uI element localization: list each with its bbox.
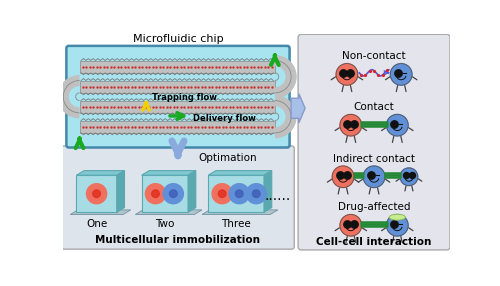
Polygon shape (136, 210, 202, 214)
Circle shape (152, 190, 160, 198)
Text: Contact: Contact (354, 102, 395, 112)
Polygon shape (208, 171, 272, 175)
Circle shape (390, 63, 412, 85)
Circle shape (252, 190, 260, 198)
Text: Multicellular immobilization: Multicellular immobilization (96, 235, 260, 245)
FancyArrow shape (291, 94, 305, 123)
FancyBboxPatch shape (76, 175, 117, 212)
Circle shape (340, 214, 361, 236)
Circle shape (246, 184, 266, 204)
Circle shape (386, 114, 408, 136)
Text: One: One (86, 219, 107, 229)
Text: Cell-cell interaction: Cell-cell interaction (316, 237, 432, 247)
Polygon shape (70, 210, 130, 214)
Polygon shape (76, 171, 124, 175)
Text: Microfluidic chip: Microfluidic chip (132, 33, 224, 43)
Text: Drug-affected: Drug-affected (338, 202, 410, 212)
Bar (80, 61, 275, 73)
Ellipse shape (389, 214, 406, 220)
Text: Three: Three (221, 219, 251, 229)
Circle shape (170, 190, 177, 198)
Circle shape (86, 184, 106, 204)
Circle shape (332, 166, 354, 188)
Polygon shape (202, 210, 278, 214)
FancyBboxPatch shape (142, 175, 188, 212)
Text: Trapping flow: Trapping flow (152, 93, 216, 102)
Circle shape (212, 184, 232, 204)
Text: Delivery flow: Delivery flow (192, 114, 256, 123)
Text: Indirect contact: Indirect contact (333, 154, 415, 164)
Circle shape (93, 190, 100, 198)
Bar (80, 81, 275, 93)
Circle shape (336, 63, 358, 85)
Circle shape (229, 184, 250, 204)
FancyBboxPatch shape (66, 46, 290, 148)
FancyBboxPatch shape (208, 175, 264, 212)
Circle shape (218, 190, 226, 198)
FancyBboxPatch shape (298, 34, 450, 250)
Text: ......: ...... (265, 189, 291, 203)
Polygon shape (264, 171, 272, 212)
Circle shape (386, 214, 408, 236)
Polygon shape (188, 171, 196, 212)
Bar (80, 101, 275, 113)
Circle shape (363, 166, 385, 188)
Circle shape (146, 184, 166, 204)
Text: Optimation: Optimation (198, 152, 257, 162)
Bar (80, 121, 275, 133)
Circle shape (340, 114, 361, 136)
Text: Two: Two (155, 219, 174, 229)
Circle shape (400, 168, 418, 186)
FancyBboxPatch shape (62, 146, 294, 249)
Text: Non-contact: Non-contact (342, 51, 406, 61)
Polygon shape (142, 171, 196, 175)
Polygon shape (117, 171, 124, 212)
Circle shape (236, 190, 243, 198)
Circle shape (163, 184, 184, 204)
